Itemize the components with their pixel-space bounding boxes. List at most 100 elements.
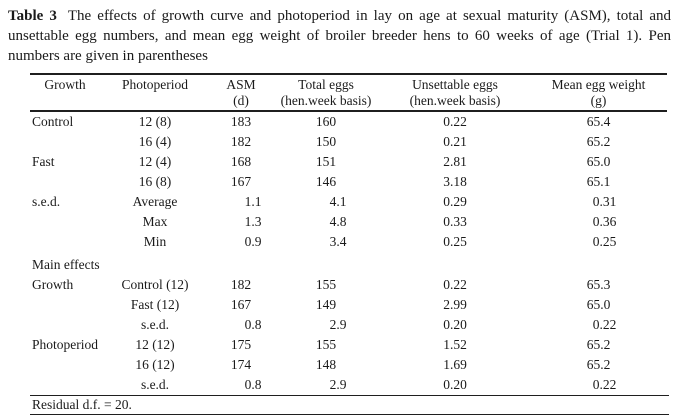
value-cell: 151 xyxy=(315,154,337,169)
value-cell: 3.4 xyxy=(329,234,347,249)
value-cell: 65.0 xyxy=(586,297,611,312)
value-cell: 0.20 xyxy=(443,317,467,332)
value-cell: 0.25 xyxy=(443,234,467,249)
table-row: s.e.d. Average 1.1 4.1 0.29 0.31 xyxy=(30,192,667,212)
column-header-unit: (g) xyxy=(590,93,607,108)
value-cell: 168 xyxy=(230,154,252,169)
value-cell: 2.99 xyxy=(443,297,467,312)
column-header-label: Mean egg weight xyxy=(551,77,646,92)
value-cell: 150 xyxy=(315,134,337,149)
value-cell: 0.20 xyxy=(443,377,467,392)
row-header-cell xyxy=(30,355,100,375)
table-caption-text: The effects of growth curve and photoper… xyxy=(8,8,672,64)
value-cell: 12 (12) xyxy=(135,337,175,352)
value-cell: 155 xyxy=(315,337,337,352)
value-cell: 16 (12) xyxy=(135,357,175,372)
table-footnote: Residual d.f. = 20. xyxy=(30,395,669,415)
table-row: s.e.d. 0.8 2.9 0.20 0.22 xyxy=(30,375,667,395)
value-cell: 1.3 xyxy=(244,214,262,229)
table-row: s.e.d. 0.8 2.9 0.20 0.22 xyxy=(30,315,667,335)
row-header-cell: s.e.d. xyxy=(32,194,61,209)
row-header-cell xyxy=(30,232,100,252)
row-header-cell: Fast xyxy=(32,154,55,169)
table-row: Min 0.9 3.4 0.25 0.25 xyxy=(30,232,667,252)
row-header-cell: Growth xyxy=(32,277,74,292)
column-header-label: ASM xyxy=(226,77,256,92)
column-header-photoperiod: Photoperiod xyxy=(100,74,210,112)
table-row: Fast 12 (4) 168 151 2.81 65.0 xyxy=(30,152,667,172)
section-label: Main effects xyxy=(32,257,100,272)
value-cell: 0.8 xyxy=(244,377,262,392)
value-cell: 65.0 xyxy=(586,154,611,169)
value-cell: 65.3 xyxy=(586,277,611,292)
value-cell: 182 xyxy=(230,134,252,149)
value-cell: 16 (8) xyxy=(138,174,172,189)
column-header-unit: (hen.week basis) xyxy=(409,93,501,108)
value-cell: 167 xyxy=(230,174,252,189)
value-cell: 3.18 xyxy=(443,174,467,189)
row-header-cell xyxy=(30,315,100,335)
value-cell: 0.33 xyxy=(443,214,467,229)
value-cell: 65.2 xyxy=(586,357,611,372)
row-header-cell xyxy=(30,375,100,395)
column-header-label: Photoperiod xyxy=(122,77,188,92)
column-header-growth: Growth xyxy=(30,74,100,112)
table-row: 16 (4) 182 150 0.21 65.2 xyxy=(30,132,667,152)
value-cell: 4.1 xyxy=(329,194,347,209)
value-cell: 0.8 xyxy=(244,317,262,332)
value-cell: s.e.d. xyxy=(140,377,170,392)
row-header-cell: Photoperiod xyxy=(32,337,98,352)
row-header-cell xyxy=(30,295,100,315)
value-cell: 2.9 xyxy=(329,377,347,392)
table-row: 16 (8) 167 146 3.18 65.1 xyxy=(30,172,667,192)
table-caption: Table 3 The effects of growth curve and p… xyxy=(0,0,679,66)
value-cell: 16 (4) xyxy=(138,134,172,149)
value-cell: 65.1 xyxy=(586,174,611,189)
value-cell: 155 xyxy=(315,277,337,292)
value-cell: Fast (12) xyxy=(130,297,180,312)
value-cell: 0.25 xyxy=(592,234,617,249)
column-header-mean-egg-weight: Mean egg weight (g) xyxy=(530,74,667,112)
value-cell: 0.22 xyxy=(443,277,467,292)
value-cell: 65.2 xyxy=(586,337,611,352)
value-cell: 0.9 xyxy=(244,234,262,249)
value-cell: 2.81 xyxy=(443,154,467,169)
table-header: Growth Photoperiod ASM (d) Total eggs (h… xyxy=(30,74,667,112)
table-caption-label: Table 3 xyxy=(8,8,57,24)
value-cell: Min xyxy=(143,234,167,249)
section-row: Main effects xyxy=(30,252,667,275)
column-header-asm: ASM (d) xyxy=(210,74,272,112)
value-cell: 160 xyxy=(315,114,337,129)
value-cell: 0.36 xyxy=(592,214,617,229)
value-cell: Max xyxy=(142,214,168,229)
value-cell: 146 xyxy=(315,174,337,189)
table-row: Growth Control (12) 182 155 0.22 65.3 xyxy=(30,275,667,295)
value-cell: Average xyxy=(132,194,178,209)
table-row: Photoperiod 12 (12) 175 155 1.52 65.2 xyxy=(30,335,667,355)
value-cell: 2.9 xyxy=(329,317,347,332)
row-header-cell xyxy=(30,132,100,152)
row-header-cell xyxy=(30,212,100,232)
table-row: 16 (12) 174 148 1.69 65.2 xyxy=(30,355,667,375)
value-cell: 174 xyxy=(230,357,252,372)
value-cell: 65.2 xyxy=(586,134,611,149)
column-header-label: Total eggs xyxy=(298,77,354,92)
table-body: Control 12 (8) 183 160 0.22 65.4 16 (4) 182 150 0… xyxy=(30,111,667,395)
row-header-cell: Control xyxy=(32,114,74,129)
table-row: Max 1.3 4.8 0.33 0.36 xyxy=(30,212,667,232)
data-table: Growth Photoperiod ASM (d) Total eggs (h… xyxy=(30,73,667,395)
value-cell: 12 (8) xyxy=(138,114,172,129)
value-cell: 1.1 xyxy=(244,194,262,209)
value-cell: 175 xyxy=(230,337,252,352)
value-cell: 12 (4) xyxy=(138,154,172,169)
table-row: Fast (12) 167 149 2.99 65.0 xyxy=(30,295,667,315)
value-cell: 148 xyxy=(315,357,337,372)
column-header-unit: (hen.week basis) xyxy=(280,93,372,108)
header-row: Growth Photoperiod ASM (d) Total eggs (h… xyxy=(30,74,667,112)
table-row: Control 12 (8) 183 160 0.22 65.4 xyxy=(30,111,667,132)
value-cell: 183 xyxy=(230,114,252,129)
value-cell: s.e.d. xyxy=(140,317,170,332)
value-cell: 0.22 xyxy=(592,377,617,392)
value-cell: 0.31 xyxy=(592,194,617,209)
